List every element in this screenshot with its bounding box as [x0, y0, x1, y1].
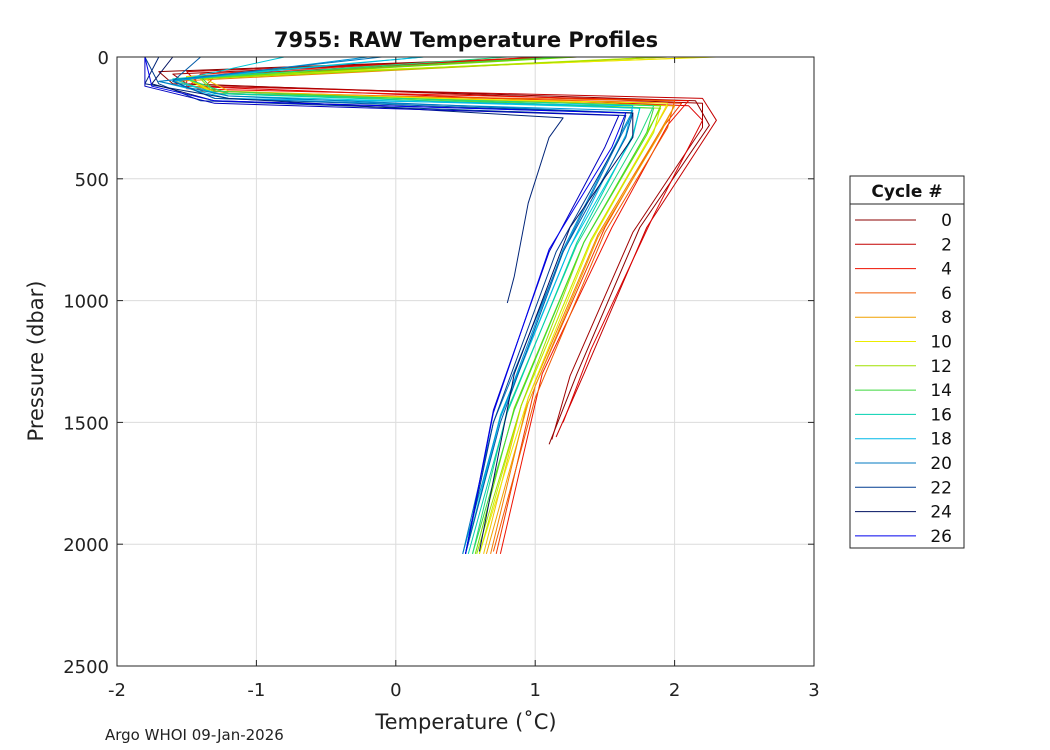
x-tick-label: 0: [390, 680, 401, 701]
x-tick-label: -1: [247, 680, 265, 701]
legend-label-cycle-26: 26: [930, 527, 952, 547]
profile-line-cycle-2: [186, 56, 717, 438]
profile-line-cycle-20: [158, 56, 634, 555]
y-axis-label: Pressure (dbar): [24, 281, 48, 442]
profile-line-cycle-14: [200, 56, 655, 555]
chart-title: 7955: RAW Temperature Profiles: [274, 28, 658, 52]
legend-label-cycle-20: 20: [930, 454, 952, 474]
profile-line-cycle-1: [172, 56, 703, 440]
y-tick-label: 1500: [63, 413, 109, 434]
legend-label-cycle-16: 16: [930, 405, 952, 425]
y-tick-label: 2000: [63, 535, 109, 556]
profile-line-cycle-11: [186, 56, 662, 555]
x-tick-label: -2: [108, 680, 126, 701]
legend-label-cycle-12: 12: [930, 357, 952, 377]
x-tick-label: 1: [529, 680, 540, 701]
legend-label-cycle-6: 6: [941, 284, 952, 304]
legend-box: [849, 175, 965, 549]
x-axis-label: Temperature (˚C): [374, 710, 556, 734]
profile-line-cycle-26: [144, 56, 627, 554]
y-tick-label: 0: [98, 48, 109, 69]
x-tick-label: 3: [808, 680, 819, 701]
profile-line-cycle-24: [151, 56, 634, 552]
profile-line-cycle-15: [186, 56, 655, 555]
legend-label-cycle-22: 22: [930, 478, 952, 498]
profile-line-cycle-22: [144, 56, 627, 555]
legend-title: Cycle #: [871, 182, 942, 202]
profile-line-cycle-25: [144, 57, 620, 554]
axis-ticks: -2 -1 0 1 2 3 0 500 1000 1500 2000 2500: [63, 48, 820, 701]
profile-line-cycle-23: [144, 56, 564, 304]
y-tick-label: 500: [75, 170, 109, 191]
y-tick-label: 2500: [63, 657, 109, 678]
legend-label-cycle-2: 2: [941, 235, 952, 255]
legend-label-cycle-0: 0: [941, 211, 952, 231]
legend-label-cycle-18: 18: [930, 430, 952, 450]
footer-credit: Argo WHOI 09-Jan-2026: [105, 726, 284, 744]
legend-label-cycle-4: 4: [941, 260, 952, 280]
legend-label-cycle-8: 8: [941, 308, 952, 328]
plot-area-frame: [116, 56, 815, 667]
legend-label-cycle-24: 24: [930, 503, 952, 523]
legend-label-cycle-10: 10: [930, 333, 952, 353]
legend-label-cycle-14: 14: [930, 381, 952, 401]
x-tick-label: 2: [669, 680, 680, 701]
profile-line-cycle-21: [172, 56, 634, 555]
y-tick-label: 1000: [63, 292, 109, 313]
profile-lines: [144, 56, 717, 555]
